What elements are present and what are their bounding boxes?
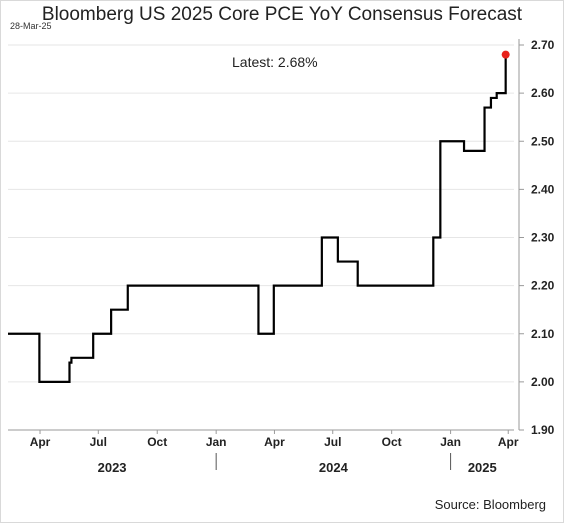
source-note: Source: Bloomberg xyxy=(434,497,546,512)
x-tick-label: Oct xyxy=(147,435,167,449)
x-tick-label: Apr xyxy=(264,435,285,449)
as-of-date: 28-Mar-25 xyxy=(10,21,52,31)
y-tick-label: 2.20 xyxy=(531,279,555,293)
latest-annotation: Latest: 2.68% xyxy=(232,54,318,70)
y-tick-label: 2.70 xyxy=(531,38,555,52)
series-line xyxy=(8,54,507,383)
x-tick-label: Jul xyxy=(324,435,341,449)
chart-title: Bloomberg US 2025 Core PCE YoY Consensus… xyxy=(41,4,523,25)
y-axis-ticks: 1.90 2.00 2.10 2.20 2.30 2.40 2.50 2.60 2.70 xyxy=(531,38,555,437)
x-tick-label: Jan xyxy=(206,435,227,449)
x-tick-label: Apr xyxy=(498,435,519,449)
y-tick-label: 2.10 xyxy=(531,327,555,341)
x-tick-label: Jan xyxy=(440,435,461,449)
y-tick-label: 2.50 xyxy=(531,134,555,148)
series-group xyxy=(8,50,510,383)
y-tick-label: 2.60 xyxy=(531,86,555,100)
x-tick-label: Oct xyxy=(382,435,402,449)
year-labels: 2023 2024 2025 xyxy=(98,453,497,475)
latest-point xyxy=(501,50,510,59)
x-tick-label: Jul xyxy=(90,435,107,449)
x-tick-label: Apr xyxy=(30,435,51,449)
y-tick-label: 2.00 xyxy=(531,375,555,389)
year-label: 2025 xyxy=(468,460,497,475)
axes xyxy=(8,39,524,431)
year-label: 2024 xyxy=(319,460,349,475)
year-label: 2023 xyxy=(98,460,127,475)
y-tick-label: 2.40 xyxy=(531,182,555,196)
y-tick-label: 1.90 xyxy=(531,423,555,437)
x-axis-ticks: Apr Jul Oct Jan Apr Jul Oct Jan Apr xyxy=(30,430,519,449)
y-tick-label: 2.30 xyxy=(531,231,555,245)
